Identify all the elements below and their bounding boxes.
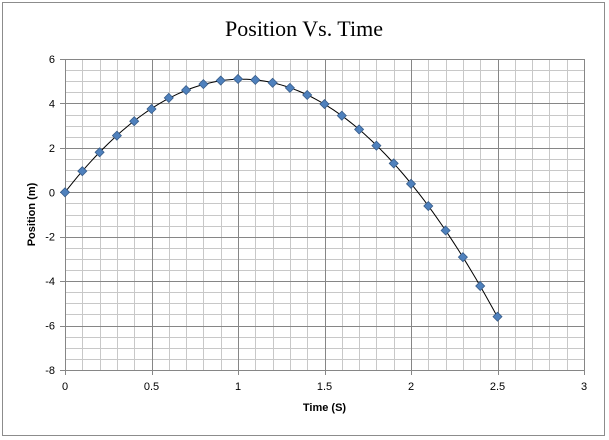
data-point: [198, 79, 209, 90]
y-axis-label: Position (m): [26, 182, 38, 246]
data-point: [457, 252, 468, 263]
data-point: [267, 77, 278, 88]
data-point: [492, 311, 503, 322]
data-point: [405, 178, 417, 189]
y-tick-label: 4: [49, 98, 55, 110]
y-tick-label: 2: [49, 143, 55, 155]
data-point: [440, 225, 451, 236]
series-trendline: [64, 78, 498, 318]
x-tick-label: 3: [581, 381, 587, 393]
data-point: [94, 147, 105, 158]
series-markers: [59, 73, 503, 322]
data-point: [475, 280, 486, 292]
chart-title: Position Vs. Time: [225, 16, 383, 41]
data-point: [354, 124, 365, 135]
data-point: [181, 85, 192, 96]
y-tick-label: 6: [49, 54, 55, 66]
x-tick-label: 2.5: [490, 381, 505, 393]
data-point: [302, 89, 313, 101]
x-axis-tick-labels: 0 0.5 1 1.5 2 2.5 3: [62, 370, 587, 393]
x-tick-label: 0.5: [144, 381, 159, 393]
data-point: [371, 140, 382, 151]
data-point: [388, 158, 399, 169]
data-point: [336, 110, 347, 121]
y-tick-label: -8: [45, 365, 55, 377]
data-point: [77, 166, 88, 177]
data-point: [250, 74, 261, 85]
chart-area: [2, 2, 605, 436]
y-tick-label: 0: [49, 187, 55, 199]
y-axis-tick-labels: -8 -6 -4 -2 0 2 4 6: [45, 54, 65, 377]
y-tick-label: -4: [45, 276, 55, 288]
data-point: [163, 92, 174, 103]
y-tick-label: -2: [45, 232, 55, 244]
data-point: [215, 75, 226, 86]
x-tick-label: 1.5: [317, 381, 332, 393]
data-point: [146, 103, 157, 115]
data-point: [111, 130, 122, 141]
data-point: [423, 200, 434, 212]
x-tick-label: 1: [235, 381, 241, 393]
y-tick-label: -6: [45, 321, 55, 333]
data-point: [232, 73, 244, 85]
x-axis-label: Time (S): [303, 402, 347, 414]
data-point: [59, 187, 71, 198]
x-tick-label: 2: [408, 381, 414, 393]
data-point: [129, 116, 140, 127]
x-tick-label: 0: [62, 381, 68, 393]
data-point: [284, 82, 295, 93]
minor-gridlines: [65, 59, 584, 370]
data-point: [319, 99, 330, 110]
